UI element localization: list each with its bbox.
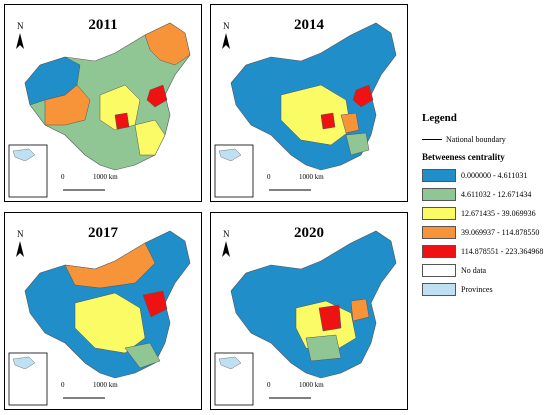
inset-islands [218, 148, 242, 162]
inset-islands [218, 356, 242, 370]
legend-class-row: 39.069937 - 114.878550 [422, 223, 548, 242]
legend-class-label: 4.611032 - 12.671434 [461, 190, 532, 199]
svg-text:N: N [223, 21, 230, 31]
legend-class-row: 12.671435 - 39.069936 [422, 204, 548, 223]
map-2020: N [214, 229, 397, 406]
legend-provinces: Provinces [422, 280, 548, 299]
legend-title: Legend [422, 112, 457, 124]
legend-swatch [422, 169, 456, 182]
legend-classes: 0.000000 - 4.611031 4.611032 - 12.671434… [422, 166, 548, 261]
hotspot-central [318, 304, 342, 332]
scale-start: 0 [61, 173, 65, 181]
panel-year: 2011 [88, 17, 118, 33]
legend-national-boundary: National boundary [422, 130, 548, 149]
hotspot-shandong [352, 84, 374, 108]
legend-subtitle: Betweeness centrality [422, 152, 505, 162]
legend-no-data: No data [422, 261, 548, 280]
orange-patch [350, 298, 370, 322]
north-arrow-icon: N [222, 229, 230, 257]
legend-class-label: 114.878551 - 223.364968 [461, 247, 544, 256]
svg-text:N: N [17, 229, 24, 239]
legend-swatch [422, 226, 456, 239]
hotspot-shandong [142, 290, 168, 318]
legend-provinces-label: Provinces [461, 285, 493, 294]
map-2011: N [8, 21, 191, 198]
map-legend: Legend National boundary Betweeness cent… [422, 112, 548, 299]
panel-year: 2014 [294, 17, 324, 33]
legend-class-label: 12.671435 - 39.069936 [461, 209, 536, 218]
legend-class-row: 4.611032 - 12.671434 [422, 185, 548, 204]
scale-start: 0 [267, 381, 271, 389]
legend-class-row: 0.000000 - 4.611031 [422, 166, 548, 185]
map-2017: N [8, 229, 191, 406]
legend-no-data-label: No data [461, 266, 487, 275]
hotspot-central [114, 112, 130, 130]
north-arrow-icon: N [222, 21, 230, 49]
scale-end: 1000 km [93, 173, 118, 181]
north-arrow-icon: N [16, 229, 24, 257]
map-panel-2017: N 2017 0 1000 km [4, 212, 202, 410]
scale-end: 1000 km [299, 381, 324, 389]
map-panel-2011: N 2011 0 1000 km [4, 4, 202, 202]
legend-swatch [422, 207, 456, 220]
legend-swatch [422, 283, 456, 296]
scale-end: 1000 km [93, 381, 118, 389]
legend-class-label: 39.069937 - 114.878550 [461, 228, 540, 237]
inset-islands [12, 148, 36, 162]
scale-end: 1000 km [299, 173, 324, 181]
orange-patch [340, 112, 360, 134]
boundary-line-icon [422, 139, 442, 140]
southeast-region [345, 132, 370, 156]
legend-class-label: 0.000000 - 4.611031 [461, 171, 528, 180]
legend-swatch [422, 188, 456, 201]
north-arrow-icon: N [16, 21, 24, 49]
legend-swatch [422, 245, 456, 258]
scale-start: 0 [267, 173, 271, 181]
north-band [64, 242, 156, 289]
map-panel-2014: N 2014 0 1000 km [210, 4, 408, 202]
inset-islands [12, 356, 36, 370]
legend-national-boundary-label: National boundary [446, 135, 506, 144]
svg-text:N: N [17, 21, 24, 31]
legend-class-row: 114.878551 - 223.364968 [422, 242, 548, 261]
map-2014: N [214, 21, 397, 198]
map-panel-2020: N 2020 0 1000 km [210, 212, 408, 410]
panel-year: 2017 [88, 225, 118, 241]
hotspot-shandong [146, 84, 168, 108]
southeast-region [134, 119, 166, 156]
southeast-region [124, 342, 161, 369]
center-region [74, 292, 146, 354]
panel-year: 2020 [294, 225, 324, 241]
center-region [280, 84, 352, 146]
svg-text:N: N [223, 229, 230, 239]
hotspot-central [320, 112, 336, 130]
tibet-region [44, 84, 91, 126]
legend-swatch [422, 264, 456, 277]
northeast-region [144, 22, 191, 66]
scale-start: 0 [61, 381, 65, 389]
green-patch [305, 334, 342, 362]
